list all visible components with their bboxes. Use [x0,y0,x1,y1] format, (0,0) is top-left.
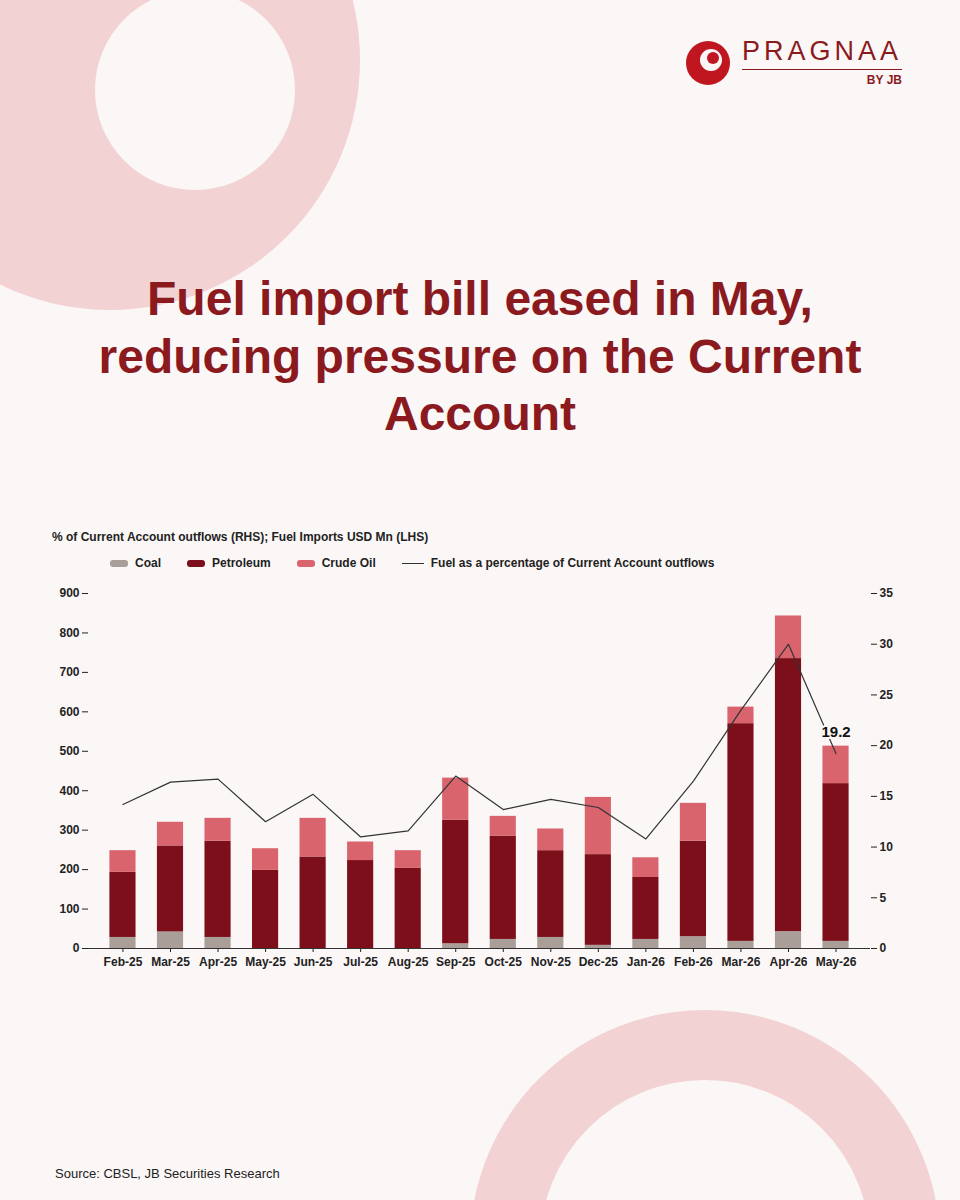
svg-text:Oct-25: Oct-25 [485,955,523,969]
svg-text:Jul-25: Jul-25 [343,955,378,969]
svg-text:10: 10 [880,840,894,854]
html-text:PRAGNAA: PRAGNAA [742,36,902,66]
svg-text:Feb-26: Feb-26 [674,955,713,969]
html-text:Source: CBSL, JB Securities Re: Source: CBSL, JB Securities Research [55,1166,280,1181]
svg-text:0: 0 [880,941,887,955]
svg-text:Aug-25: Aug-25 [388,955,429,969]
svg-text:Mar-25: Mar-25 [151,955,190,969]
svg-text:May-25: May-25 [245,955,286,969]
svg-text:Apr-26: Apr-26 [769,955,807,969]
html-text:Petroleum: Petroleum [212,556,271,570]
html-text:Crude Oil: Crude Oil [321,556,376,570]
svg-text:Mar-26: Mar-26 [722,955,761,969]
html-text:BY JB: BY JB [866,73,902,87]
svg-text:Sep-25: Sep-25 [436,955,476,969]
svg-text:Apr-25: Apr-25 [199,955,237,969]
svg-text:0: 0 [73,941,80,955]
svg-text:Dec-25: Dec-25 [579,955,619,969]
svg-text:May-26: May-26 [816,955,857,969]
html-text:Fuel as a percentage of Curren: Fuel as a percentage of Current Account … [430,556,715,570]
svg-text:19.2: 19.2 [821,723,850,740]
svg-text:Nov-25: Nov-25 [531,955,571,969]
svg-text:500: 500 [59,744,79,758]
svg-text:35: 35 [880,586,894,600]
svg-text:Jun-25: Jun-25 [294,955,333,969]
svg-text:700: 700 [59,665,79,679]
svg-text:20: 20 [880,738,894,752]
svg-text:900: 900 [59,586,79,600]
svg-text:800: 800 [59,626,79,640]
html-text:Coal: Coal [135,556,161,570]
svg-text:100: 100 [59,902,79,916]
svg-text:200: 200 [59,862,79,876]
svg-text:600: 600 [59,705,79,719]
svg-text:300: 300 [59,823,79,837]
svg-text:Feb-25: Feb-25 [104,955,143,969]
svg-text:25: 25 [880,688,894,702]
svg-text:400: 400 [59,784,79,798]
svg-text:15: 15 [880,789,894,803]
svg-text:5: 5 [880,891,887,905]
html-text:% of Current Account outflows: % of Current Account outflows (RHS); Fue… [52,530,429,544]
svg-text:Jan-26: Jan-26 [627,955,665,969]
html-text:Fuel import bill eased in May,: Fuel import bill eased in May, reducing … [98,272,862,441]
svg-text:30: 30 [880,637,894,651]
